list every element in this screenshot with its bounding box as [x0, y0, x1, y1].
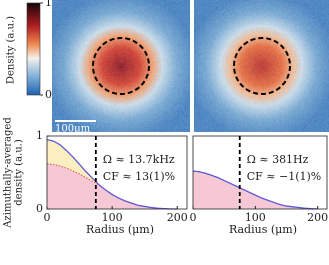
cutoff-circle: [233, 37, 291, 95]
x-tick-label: 0: [44, 211, 51, 224]
x-axis-label: Radius (μm): [86, 223, 154, 236]
x-tick-label: 200: [307, 211, 328, 224]
colorbar: [26, 2, 41, 96]
annotation: Ω ≈ 13.7kHz: [103, 153, 175, 166]
x-tick-label: 0: [190, 211, 197, 224]
colorbar-tick-label: 0: [45, 88, 52, 101]
y-tick-label: 0: [36, 202, 43, 215]
x-tick-label: 100: [245, 211, 266, 224]
x-tick-label: 100: [102, 211, 123, 224]
annotation: CF ≈ −1(1)%: [247, 170, 322, 183]
x-axis-label: Radius (μm): [229, 223, 297, 236]
annotation: Ω ≈ 381Hz: [247, 153, 309, 166]
cutoff-circle: [92, 37, 150, 95]
y-tick-label: 1: [36, 129, 43, 142]
density-image: [52, 0, 190, 132]
area: [47, 163, 178, 209]
plot-frame: [192, 135, 328, 210]
colorbar-tick-label: 1: [45, 0, 52, 9]
density-image: [194, 0, 329, 132]
plot-frame: [46, 135, 188, 210]
x-tick-label: 200: [167, 211, 188, 224]
line: [46, 139, 178, 210]
annotation: CF ≈ 13(1)%: [103, 170, 175, 183]
y-axis-label: Azimuthally-averaged: [3, 117, 14, 229]
scale-bar-label: 100μm: [55, 124, 91, 135]
colorbar-label: Density (a.u.): [6, 16, 17, 84]
line: [192, 170, 318, 210]
y-axis-label: density (a.u.): [14, 139, 25, 206]
